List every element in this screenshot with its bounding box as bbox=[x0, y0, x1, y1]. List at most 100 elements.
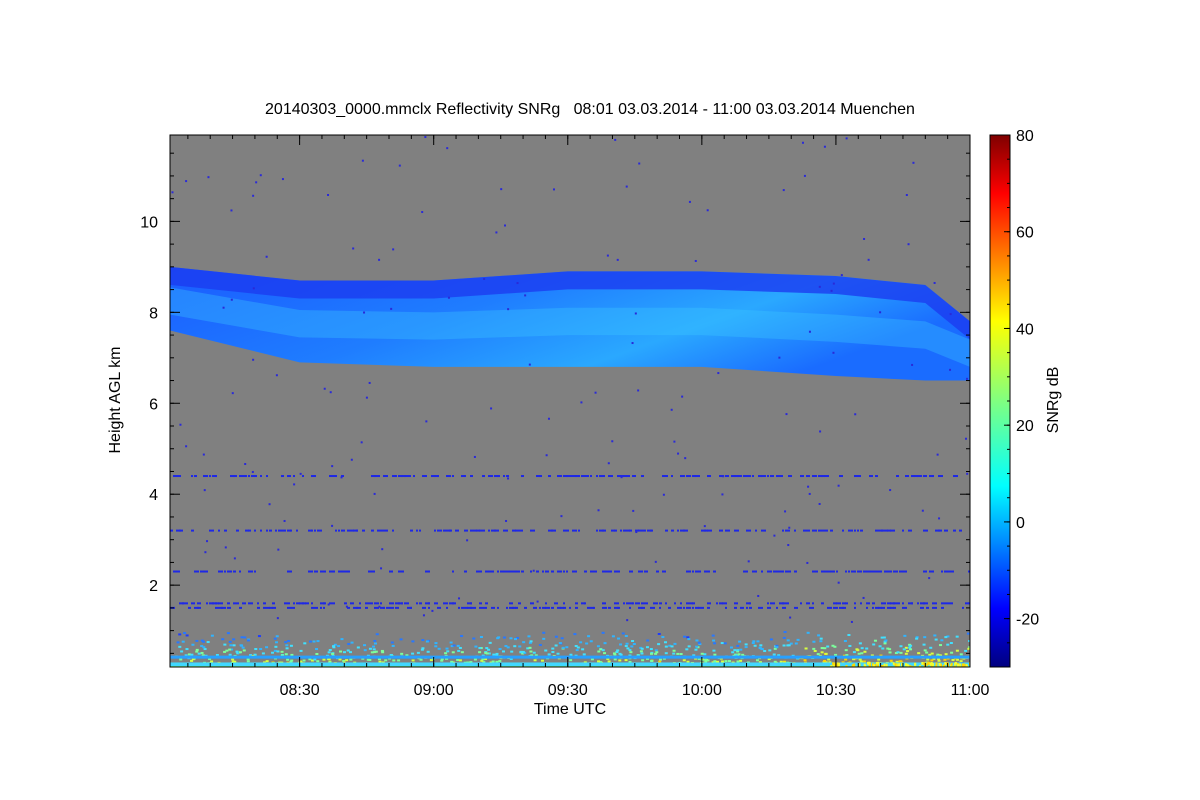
clutter-pixel bbox=[695, 645, 699, 648]
noise-line-2 bbox=[752, 570, 757, 573]
clutter-pixel bbox=[540, 659, 544, 662]
noise-line-2 bbox=[323, 570, 326, 573]
clutter-pixel bbox=[565, 646, 569, 649]
noise-line-1 bbox=[959, 529, 962, 532]
y-tick-label-3: 8 bbox=[149, 305, 158, 322]
speckle bbox=[912, 161, 915, 164]
clutter-hot-pixel bbox=[932, 663, 935, 667]
clutter-pixel bbox=[834, 653, 838, 656]
noise-line-3 bbox=[968, 602, 970, 605]
clutter-pixel bbox=[242, 649, 246, 652]
noise-line-0 bbox=[680, 475, 685, 478]
clutter-pixel bbox=[485, 647, 489, 650]
clutter-pixel bbox=[735, 654, 739, 657]
speckle bbox=[607, 462, 610, 465]
clutter-pixel bbox=[445, 647, 449, 650]
clutter-pixel bbox=[686, 636, 690, 639]
clutter-hot-pixel bbox=[867, 667, 869, 670]
speckle bbox=[694, 259, 697, 262]
noise-line-1 bbox=[503, 529, 508, 532]
speckle bbox=[823, 145, 826, 148]
clutter-pixel bbox=[626, 647, 630, 650]
clutter-pixel bbox=[878, 645, 882, 648]
speckle bbox=[299, 472, 302, 475]
clutter-pixel bbox=[917, 652, 921, 655]
clutter-pixel bbox=[381, 651, 385, 654]
clutter-pixel bbox=[411, 659, 415, 662]
noise-line-4 bbox=[902, 606, 907, 609]
noise-line-2 bbox=[941, 570, 943, 573]
clutter-pixel bbox=[658, 658, 662, 661]
speckle bbox=[634, 312, 637, 315]
clutter-pixel bbox=[472, 637, 476, 640]
noise-line-0 bbox=[404, 475, 407, 478]
clutter-pixel bbox=[964, 649, 968, 652]
noise-line-0 bbox=[596, 475, 598, 478]
noise-line-4 bbox=[461, 606, 464, 609]
clutter-pixel bbox=[399, 638, 403, 641]
clutter-pixel bbox=[816, 653, 820, 656]
speckle bbox=[204, 551, 207, 554]
clutter-pixel bbox=[479, 636, 483, 639]
noise-line-4 bbox=[872, 606, 874, 609]
clutter-pixel bbox=[271, 651, 275, 654]
clutter-pixel bbox=[922, 643, 926, 646]
clutter-pixel bbox=[210, 660, 214, 663]
speckle bbox=[281, 178, 284, 181]
clutter-hot-pixel bbox=[833, 668, 835, 671]
clutter-pixel bbox=[458, 646, 462, 649]
noise-line-0 bbox=[641, 475, 644, 478]
clutter-pixel bbox=[661, 636, 665, 639]
cloud-top-band bbox=[170, 266, 970, 340]
noise-line-1 bbox=[755, 529, 757, 532]
noise-line-0 bbox=[929, 475, 934, 478]
clutter-pixel bbox=[238, 651, 242, 654]
clutter-hot-pixel bbox=[922, 668, 924, 671]
noise-line-3 bbox=[911, 602, 913, 605]
clutter-pixel bbox=[366, 658, 370, 661]
clutter-pixel bbox=[363, 649, 367, 652]
noise-line-2 bbox=[452, 570, 454, 573]
noise-line-2 bbox=[521, 570, 524, 573]
clutter-hot-pixel bbox=[962, 663, 965, 667]
noise-line-4 bbox=[320, 606, 322, 609]
speckle bbox=[580, 401, 583, 404]
clutter-hot-pixel bbox=[917, 669, 919, 672]
clutter-hot-pixel bbox=[928, 661, 931, 665]
noise-line-0 bbox=[422, 475, 427, 478]
clutter-pixel bbox=[697, 641, 701, 644]
speckle bbox=[505, 519, 508, 522]
clutter-hot-pixel bbox=[929, 662, 932, 666]
clutter-pixel bbox=[195, 650, 199, 653]
noise-line-4 bbox=[677, 606, 682, 609]
clutter-hot-pixel bbox=[877, 661, 880, 665]
noise-line-4 bbox=[353, 606, 358, 609]
noise-line-1 bbox=[308, 529, 312, 532]
noise-line-0 bbox=[374, 475, 377, 478]
clutter-hot-pixel bbox=[884, 669, 886, 672]
clutter-pixel bbox=[882, 636, 886, 639]
clutter-pixel bbox=[556, 652, 560, 655]
clutter-pixel bbox=[601, 649, 605, 652]
y-tick-label-0: 2 bbox=[149, 578, 158, 595]
speckle bbox=[259, 174, 262, 177]
noise-line-0 bbox=[341, 475, 344, 478]
noise-line-4 bbox=[266, 606, 270, 609]
speckle bbox=[275, 374, 278, 377]
clutter-pixel bbox=[729, 646, 733, 649]
clutter-pixel bbox=[569, 653, 573, 656]
noise-line-3 bbox=[908, 602, 913, 605]
clutter-pixel bbox=[934, 638, 938, 641]
noise-line-3 bbox=[563, 602, 565, 605]
speckle bbox=[784, 510, 787, 513]
clutter-pixel bbox=[683, 635, 687, 638]
clutter-pixel bbox=[606, 657, 610, 660]
clutter-pixel bbox=[673, 642, 677, 645]
noise-line-0 bbox=[854, 475, 857, 478]
noise-line-1 bbox=[830, 529, 833, 532]
clutter-pixel bbox=[456, 644, 460, 647]
clutter-hot-pixel bbox=[851, 669, 853, 672]
clutter-pixel bbox=[223, 650, 227, 653]
noise-line-0 bbox=[548, 475, 551, 478]
clutter-pixel bbox=[736, 649, 740, 652]
